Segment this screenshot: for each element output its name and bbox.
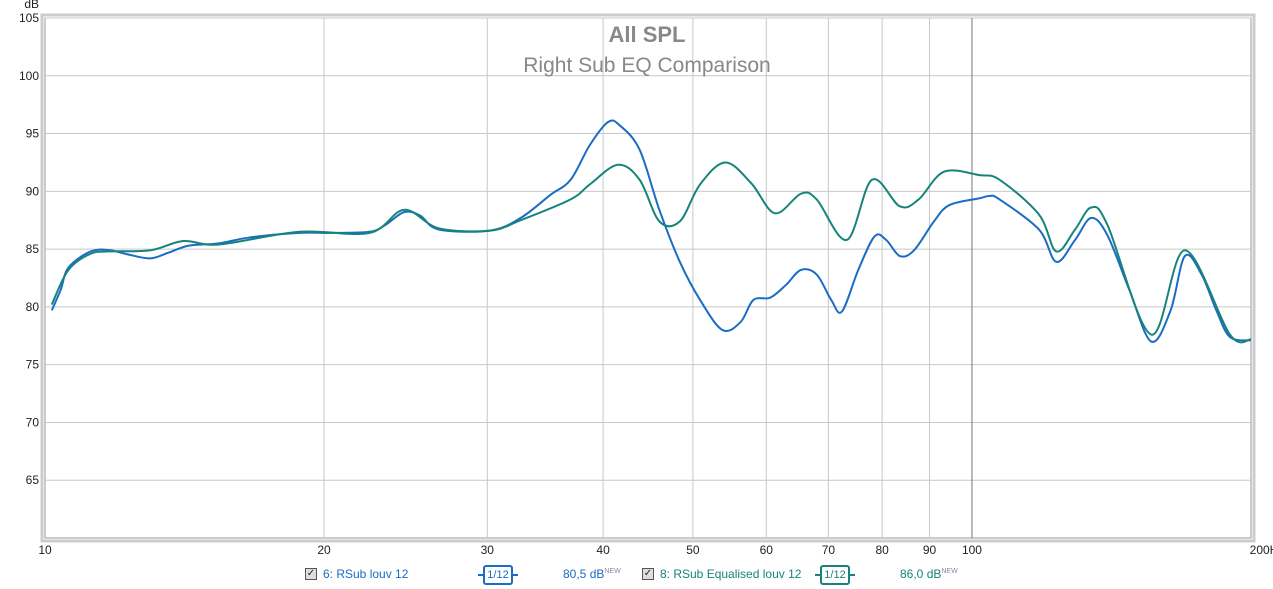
- series-line-1: [50, 119, 1252, 343]
- plot-frame-shadow: [40, 13, 1256, 543]
- x-tick-label: 80: [875, 543, 889, 557]
- x-tick-label: 100: [962, 543, 982, 557]
- legend-item-1: ✓ 6: RSub louv 12: [305, 567, 408, 581]
- chart-subtitle: Right Sub EQ Comparison: [523, 54, 770, 77]
- y-tick-label: 90: [26, 184, 40, 198]
- x-tick-label: 200Hz: [1250, 543, 1273, 557]
- level-readout: 80,5 dBNEW: [563, 567, 621, 581]
- y-tick-label: 105: [19, 11, 39, 25]
- series-checkbox[interactable]: ✓: [305, 568, 317, 580]
- series-checkbox[interactable]: ✓: [642, 568, 654, 580]
- y-tick-label: 100: [19, 69, 39, 83]
- x-tick-label: 50: [686, 543, 700, 557]
- y-tick-label: 75: [26, 358, 40, 372]
- y-tick-label: 65: [26, 473, 40, 487]
- chart-title: All SPL: [608, 22, 685, 47]
- smoothing-button[interactable]: 1/12: [815, 565, 855, 585]
- x-tick-label: 60: [760, 543, 774, 557]
- x-tick-label: 70: [822, 543, 836, 557]
- legend-label: 8: RSub Equalised louv 12: [660, 567, 802, 581]
- level-value: 80,5 dB: [563, 567, 605, 581]
- series-line-2: [50, 161, 1252, 344]
- x-tick-label: 30: [481, 543, 495, 557]
- level-readout: 86,0 dBNEW: [900, 567, 958, 581]
- x-tick-label: 20: [317, 543, 331, 557]
- plot-frame: [44, 17, 1252, 539]
- y-tick-label: 85: [26, 242, 40, 256]
- level-value: 86,0 dB: [900, 567, 942, 581]
- y-tick-label: 95: [26, 127, 40, 141]
- legend-label: 6: RSub louv 12: [323, 567, 409, 581]
- y-tick-label: 80: [26, 300, 40, 314]
- legend-item-2: ✓ 8: RSub Equalised louv 12: [642, 567, 801, 581]
- x-tick-label: 40: [596, 543, 610, 557]
- y-axis-label: dB: [24, 0, 39, 11]
- new-badge: NEW: [941, 568, 958, 575]
- new-badge: NEW: [604, 568, 621, 575]
- smoothing-button[interactable]: 1/12: [478, 565, 518, 585]
- y-tick-label: 70: [26, 415, 40, 429]
- x-tick-label: 10: [38, 543, 52, 557]
- x-tick-label: 90: [923, 543, 937, 557]
